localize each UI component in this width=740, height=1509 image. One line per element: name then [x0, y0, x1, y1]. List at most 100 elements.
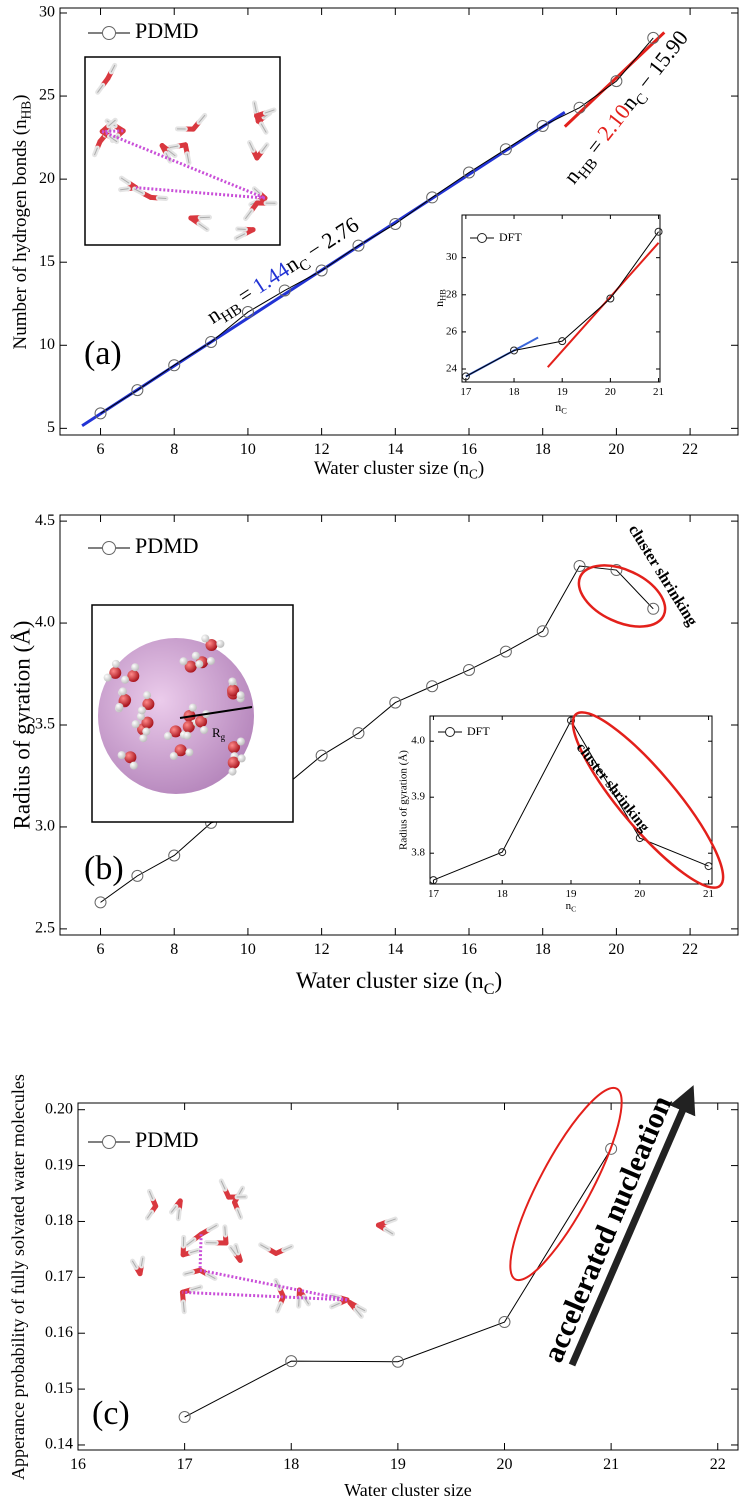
hydrogen-atom: [115, 703, 123, 711]
x-tick-label: 16: [70, 1456, 86, 1473]
x-tick-label: 6: [97, 941, 105, 958]
hydrogen-atom: [238, 754, 246, 762]
plot-area: [462, 215, 660, 382]
x-axis-label-part: ): [478, 458, 484, 479]
y-tick-label: 24: [446, 363, 458, 375]
x-tick-label: 20: [605, 386, 617, 398]
y-tick-label: 30: [39, 4, 55, 21]
y-axis-label-part: HB: [19, 101, 34, 120]
x-tick-label: 8: [170, 441, 178, 458]
x-tick-label: 12: [314, 441, 330, 458]
hydrogen-atom: [185, 748, 193, 756]
x-tick-label: 21: [653, 386, 664, 398]
structure-inset: [85, 57, 280, 245]
y-tick-label: 20: [39, 170, 55, 187]
y-axis-label-part: Number of hydrogen bonds (n: [10, 119, 31, 350]
y-tick-label: 2.5: [35, 920, 55, 937]
x-tick-label: 14: [387, 441, 403, 458]
radius-label-part: g: [221, 732, 226, 742]
legend-label: DFT: [467, 724, 490, 738]
x-tick-label: 8: [170, 941, 178, 958]
x-tick-label: 17: [428, 888, 440, 900]
plot-area: [430, 716, 712, 884]
hydrogen-atom: [207, 657, 215, 665]
legend-marker: [103, 1136, 116, 1149]
y-tick-label: 25: [39, 87, 55, 104]
x-tick-label: 10: [240, 441, 256, 458]
x-tick-label: 20: [608, 941, 624, 958]
y-tick-label: 30: [446, 251, 458, 263]
hydrogen-atom: [164, 732, 172, 740]
y-tick-label: 3.9: [411, 791, 425, 803]
y-tick-label: 28: [446, 288, 458, 300]
panel-label: (a): [84, 335, 122, 372]
legend-marker: [478, 234, 487, 243]
hydrogen-atom: [130, 762, 138, 770]
molecule-bond-edge: [225, 1227, 226, 1235]
y-axis-label: Radius of gyration (Å): [398, 750, 410, 850]
x-axis-label-part: C: [484, 981, 495, 998]
x-tick-label: 17: [460, 386, 472, 398]
x-tick-label: 16: [461, 941, 477, 958]
y-tick-label: 0.18: [45, 1212, 73, 1229]
x-tick-label: 19: [557, 386, 569, 398]
hydrogen-atom: [192, 652, 200, 660]
y-tick-label: 0.15: [45, 1380, 73, 1397]
legend-label: PDMD: [135, 533, 199, 558]
x-tick-label: 18: [497, 888, 509, 900]
x-tick-label: 18: [535, 441, 551, 458]
hydrogen-atom: [237, 737, 245, 745]
x-axis-label-part: Water cluster size (n: [314, 458, 470, 479]
x-tick-label: 21: [703, 888, 714, 900]
y-tick-label: 4.0: [411, 735, 425, 747]
x-tick-label: 22: [682, 441, 698, 458]
hydrogen-atom: [104, 674, 112, 682]
hydrogen-atom: [121, 676, 129, 684]
x-tick-label: 21: [603, 1456, 619, 1473]
y-tick-label: 0.16: [45, 1324, 73, 1341]
x-tick-label: 20: [608, 441, 624, 458]
y-tick-label: 10: [39, 336, 55, 353]
hydrogen-atom: [195, 660, 203, 668]
x-tick-label: 12: [314, 941, 330, 958]
hydrogen-atom: [132, 720, 140, 728]
x-tick-label: 6: [97, 441, 105, 458]
legend-marker: [446, 728, 455, 737]
x-axis-label-part: Water cluster size (n: [296, 968, 484, 993]
x-tick-label: 20: [496, 1456, 512, 1473]
y-tick-label: 0.14: [45, 1436, 73, 1453]
x-axis-label: Water cluster size (nC): [296, 968, 502, 997]
panel-label: (b): [84, 850, 124, 887]
x-axis-label-part: C: [469, 467, 478, 482]
x-tick-label: 14: [387, 941, 403, 958]
x-axis-label-part: C: [561, 407, 567, 416]
oxygen-atom: [124, 751, 136, 763]
x-tick-label: 16: [461, 441, 477, 458]
x-tick-label: 20: [634, 888, 646, 900]
hydrogen-atom: [179, 657, 187, 665]
oxygen-atom: [127, 670, 139, 682]
hydrogen-atom: [200, 726, 208, 734]
y-tick-label: 4.5: [35, 512, 55, 529]
hydrogen-atom: [170, 752, 178, 760]
y-tick-label: 3.8: [411, 847, 425, 859]
legend-label: PDMD: [135, 18, 199, 43]
y-axis-label-part: HB: [439, 289, 448, 301]
hydrogen-atom: [189, 704, 197, 712]
x-axis-label: Water cluster size (nC): [314, 458, 484, 481]
y-tick-label: 3.0: [35, 818, 55, 835]
panel-label: (c): [92, 1395, 130, 1432]
legend-marker: [103, 542, 116, 555]
hydrogen-atom: [118, 751, 126, 759]
x-axis-label: Water cluster size: [344, 1480, 472, 1500]
y-tick-label: 3.5: [35, 716, 55, 733]
hydrogen-atom: [112, 660, 120, 668]
legend-marker: [103, 27, 116, 40]
hydrogen-atom: [228, 677, 236, 685]
hydrogen-atom: [216, 640, 224, 648]
x-tick-label: 10: [240, 941, 256, 958]
x-tick-label: 18: [509, 386, 521, 398]
y-tick-label: 5: [47, 419, 55, 436]
x-axis-label-part: ): [494, 968, 502, 993]
